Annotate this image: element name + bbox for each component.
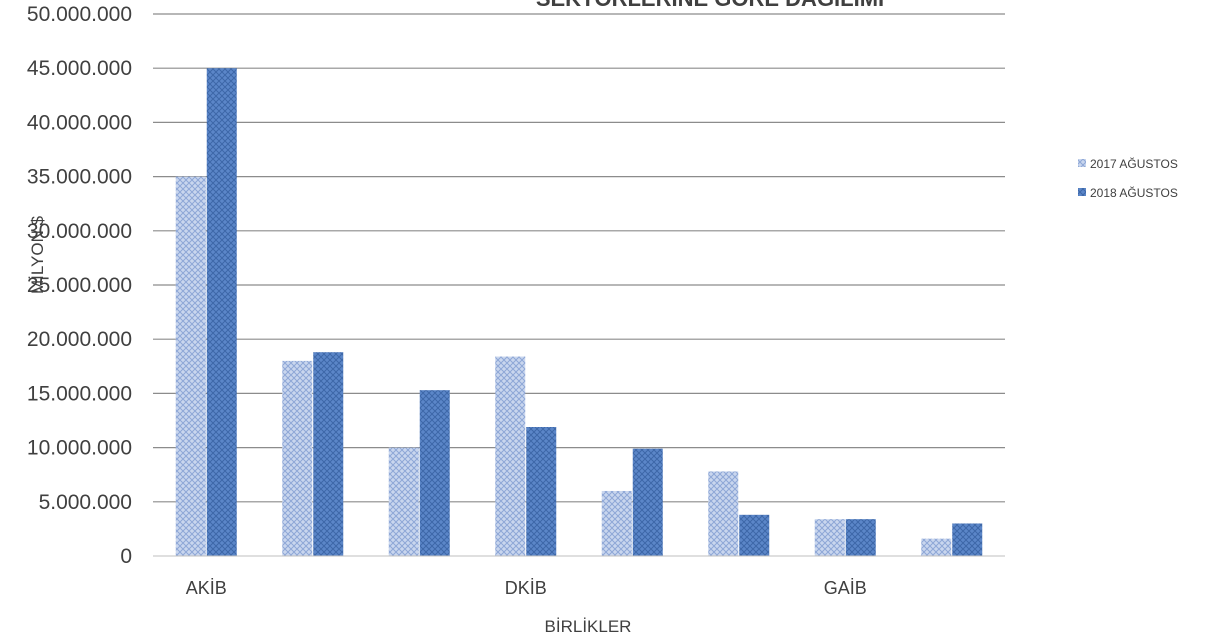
y-tick-label: 5.000.000 [39,491,132,514]
bar-2017 [282,360,313,556]
y-axis-title: MİLYON $ [28,215,47,294]
bar-2018 [526,427,557,556]
bar-2018 [206,68,237,556]
bar-2017 [175,176,206,556]
y-tick-label: 30.000.000 [27,220,132,243]
bar-2018 [845,519,876,556]
legend-swatch [1078,188,1086,196]
bar-2018 [419,390,450,556]
bar-2017 [814,519,845,556]
bar-2018 [313,352,344,556]
y-tick-label: 0 [120,545,132,568]
y-tick-label: 20.000.000 [27,328,132,351]
y-tick-label: 45.000.000 [27,57,132,80]
y-tick-label: 50.000.000 [27,3,132,26]
gridlines [153,13,1005,503]
chart-title: SEKTÖRLERİNE GÖRE DAĞILIMI [536,0,884,11]
bar-2018 [952,523,983,556]
x-category-label: DKİB [505,578,547,598]
x-axis-title: BİRLİKLER [545,617,632,636]
bar-2017 [495,356,526,556]
y-axis-ticks: 0 5.000.000 10.000.000 15.000.000 20.000.000… [27,3,132,568]
bar-2017 [601,490,632,556]
x-category-label: GAİB [824,578,867,598]
y-tick-label: 40.000.000 [27,111,132,134]
bar-2018 [739,514,770,556]
bar-2017 [388,447,419,556]
y-tick-label: 10.000.000 [27,437,132,460]
bars [175,68,983,556]
legend-label: 2018 AĞUSTOS [1090,185,1178,200]
bar-2017 [708,471,739,556]
x-axis-category-labels: AKİB DKİB GAİB [186,578,867,598]
y-tick-label: 15.000.000 [27,382,132,405]
y-tick-label: 25.000.000 [27,274,132,297]
x-category-label: AKİB [186,578,227,598]
legend-swatch [1078,159,1086,167]
legend: 2017 AĞUSTOS 2018 AĞUSTOS [1078,156,1178,200]
bar-2018 [632,448,663,556]
y-tick-label: 35.000.000 [27,166,132,189]
legend-label: 2017 AĞUSTOS [1090,156,1178,171]
bar-2017 [921,538,952,556]
